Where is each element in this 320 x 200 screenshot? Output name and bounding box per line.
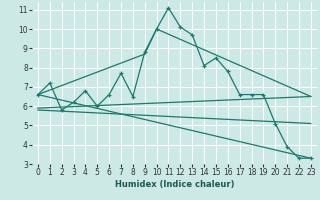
X-axis label: Humidex (Indice chaleur): Humidex (Indice chaleur) xyxy=(115,180,234,189)
